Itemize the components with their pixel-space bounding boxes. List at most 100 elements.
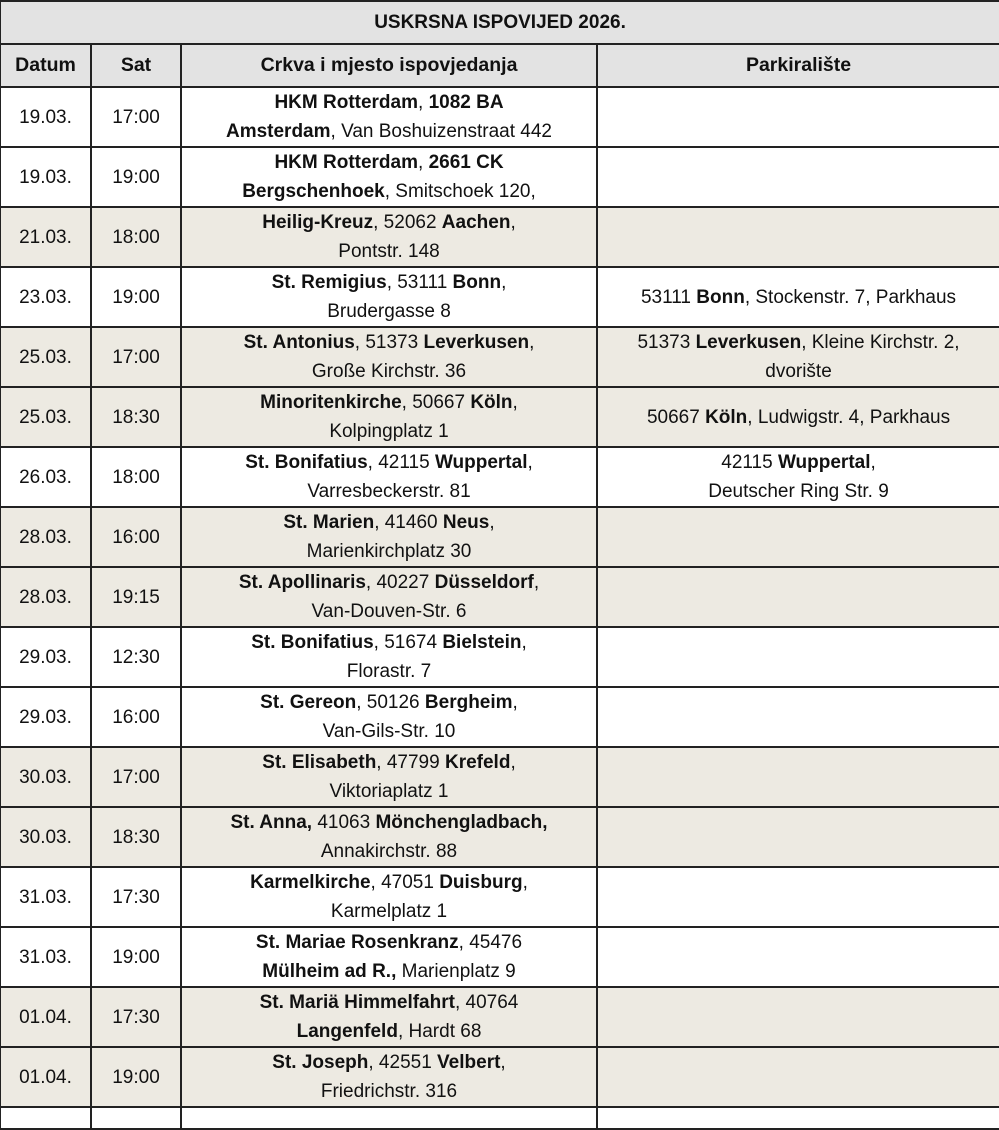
text-segment: dvorište (765, 361, 832, 382)
time-cell: 16:00 (90, 506, 182, 568)
table-row: 25.03. 18:30 Minoritenkirche, 50667 Köln, K… (0, 386, 999, 448)
table-row: 29.03. 12:30 St. Bonifatius, 51674 Bielste… (0, 626, 999, 688)
date-cell: 21.03. (0, 206, 92, 268)
text-segment: Leverkusen (695, 332, 802, 353)
text-segment: , (870, 452, 876, 473)
empty-cell (595, 1106, 999, 1130)
parking-cell: 51373 Leverkusen, Kleine Kirchstr. 2, dvo… (595, 326, 999, 388)
text-segment: Bergheim (424, 692, 513, 713)
text-segment: Deutscher Ring Str. 9 (708, 481, 889, 502)
text-segment: St. Gereon (260, 692, 357, 713)
text-segment: , (533, 572, 540, 593)
text-segment: 42115 (721, 452, 778, 473)
text-segment: 1082 BA (428, 92, 504, 113)
text-segment: , (500, 1052, 506, 1073)
parking-cell (595, 206, 999, 268)
text-segment: St. Mariae Rosenkranz (255, 932, 459, 953)
text-segment: 51373 (637, 332, 696, 353)
parking-cell (595, 566, 999, 628)
text-segment: HKM Rotterdam (274, 152, 418, 173)
text-segment: , 51674 (373, 632, 443, 653)
text-segment: Bergschenhoek (242, 181, 385, 202)
time-cell: 19:00 (90, 926, 182, 988)
church-cell: Karmelkirche, 47051 Duisburg, Karmelplatz… (180, 866, 598, 928)
table-row: 19.03. 17:00 HKM Rotterdam, 1082 BA Amsterd… (0, 86, 999, 148)
text-segment: St. Bonifatius (251, 632, 374, 653)
text-segment: , 42115 (367, 452, 435, 473)
time-cell: 17:00 (90, 86, 182, 148)
date-cell: 01.04. (0, 986, 92, 1048)
text-segment: St. Anna, (230, 812, 313, 833)
text-segment: St. Elisabeth (262, 752, 377, 773)
text-segment: St. Bonifatius (245, 452, 368, 473)
parking-cell (595, 686, 999, 748)
date-cell: 30.03. (0, 806, 92, 868)
table-row: 30.03. 18:30 St. Anna, 41063 Mönchengladba… (0, 806, 999, 868)
table-row: 01.04. 17:30 St. Mariä Himmelfahrt, 40764 L… (0, 986, 999, 1048)
text-segment: Velbert (437, 1052, 501, 1073)
text-segment: Große Kirchstr. 36 (311, 361, 467, 382)
text-segment: 41063 (312, 812, 376, 833)
time-cell: 16:00 (90, 686, 182, 748)
time-cell: 19:00 (90, 146, 182, 208)
table-row: 21.03. 18:00 Heilig-Kreuz, 52062 Aachen, Po… (0, 206, 999, 268)
text-segment: , (510, 212, 516, 233)
text-segment: Wuppertal (777, 452, 871, 473)
text-segment: 53111 (640, 286, 697, 308)
text-segment: Heilig-Kreuz (262, 212, 374, 233)
text-segment: , 50667 (401, 392, 471, 413)
text-segment: , (510, 752, 516, 773)
church-cell: St. Anna, 41063 Mönchengladbach, Annakirc… (180, 806, 598, 868)
text-segment: Bonn (452, 272, 502, 293)
date-cell: 26.03. (0, 446, 92, 508)
text-segment: Karmelplatz 1 (330, 901, 448, 922)
text-segment: St. Mariä Himmelfahrt (259, 992, 455, 1013)
parking-cell: 53111 Bonn, Stockenstr. 7, Parkhaus (595, 266, 999, 328)
text-segment: St. Marien (283, 512, 375, 533)
text-segment: , 50126 (356, 692, 425, 713)
text-segment: Bielstein (442, 632, 522, 653)
empty-cell (0, 1106, 92, 1130)
text-segment: , (501, 272, 507, 293)
text-segment: Marienkirchplatz 30 (306, 541, 472, 562)
date-cell: 31.03. (0, 866, 92, 928)
parking-cell (595, 86, 999, 148)
text-segment: , 40764 (454, 992, 519, 1013)
text-segment: St. Apollinaris (238, 572, 366, 593)
text-segment: Mülheim ad R., (262, 961, 397, 982)
column-header-time: Sat (90, 43, 182, 88)
church-cell: St. Gereon, 50126 Bergheim, Van-Gils-Str.… (180, 686, 598, 748)
date-cell: 19.03. (0, 86, 92, 148)
table-row: 19.03. 19:00 HKM Rotterdam, 2661 CK Bergsch… (0, 146, 999, 208)
text-segment: , 45476 (458, 932, 523, 953)
time-cell: 18:30 (90, 386, 182, 448)
church-cell: St. Bonifatius, 51674 Bielstein, Florastr… (180, 626, 598, 688)
text-segment: St. Antonius (243, 332, 355, 353)
church-cell: St. Apollinaris, 40227 Düsseldorf, Van-Do… (180, 566, 598, 628)
parking-cell (595, 866, 999, 928)
empty-cell (180, 1106, 598, 1130)
text-segment: Van-Gils-Str. 10 (322, 721, 456, 742)
text-segment: St. Joseph (272, 1052, 369, 1073)
church-cell: St. Antonius, 51373 Leverkusen, Große Kir… (180, 326, 598, 388)
church-cell: Heilig-Kreuz, 52062 Aachen, Pontstr. 148 (180, 206, 598, 268)
church-cell: HKM Rotterdam, 2661 CK Bergschenhoek, Smi… (180, 146, 598, 208)
time-cell: 18:00 (90, 446, 182, 508)
text-segment: Minoritenkirche (260, 392, 402, 413)
parking-cell (595, 746, 999, 808)
text-segment: Aachen (441, 212, 511, 233)
text-segment: Duisburg (439, 872, 523, 893)
table-row-partial (0, 1106, 999, 1130)
church-cell: St. Joseph, 42551 Velbert, Friedrichstr. … (180, 1046, 598, 1108)
text-segment: , 41460 (374, 512, 443, 533)
table-row: 26.03. 18:00 St. Bonifatius, 42115 Wuppert… (0, 446, 999, 508)
text-segment: , (529, 332, 535, 353)
church-cell: St. Elisabeth, 47799 Krefeld, Viktoriapla… (180, 746, 598, 808)
text-segment: , Van Boshuizenstraat 442 (330, 121, 552, 142)
text-segment: Bonn (696, 286, 745, 308)
text-segment: , 42551 (368, 1052, 438, 1073)
parking-cell (595, 1046, 999, 1108)
text-segment: Neus (442, 512, 490, 533)
text-segment: , Hardt 68 (397, 1021, 482, 1042)
